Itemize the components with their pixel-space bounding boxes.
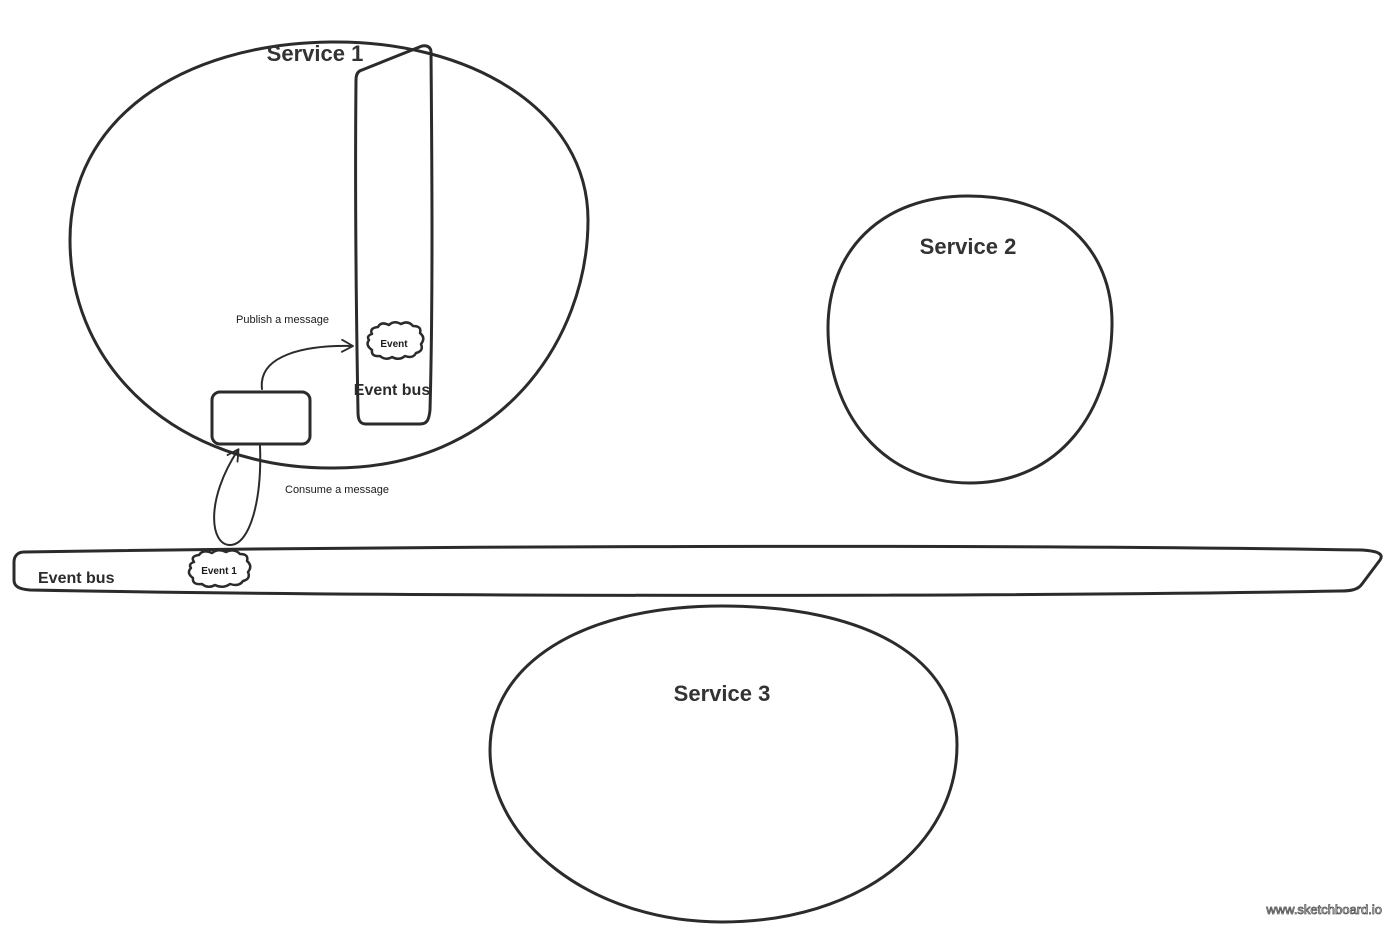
- service-2-ellipse: [826, 194, 1114, 485]
- service-2-node[interactable]: Service 2: [826, 194, 1114, 485]
- service-3-title: Service 3: [674, 681, 771, 706]
- internal-event-cloud-shape: [366, 321, 425, 360]
- service-3-node[interactable]: Service 3: [488, 604, 959, 924]
- internal-event-label: Event: [380, 339, 408, 350]
- internal-event-bus-label: Event bus: [354, 382, 431, 399]
- service-2-title: Service 2: [920, 234, 1017, 259]
- internal-event-bus-shape: [354, 44, 434, 426]
- publish-arrow: Publish a message: [236, 314, 354, 390]
- consume-label: Consume a message: [285, 484, 389, 496]
- publish-arrow-path: [260, 338, 354, 390]
- main-event-bus-label: Event bus: [38, 570, 115, 587]
- main-event-cloud[interactable]: Event 1: [187, 549, 252, 588]
- consumer-box[interactable]: [210, 390, 312, 446]
- main-event-bus-shape: [12, 544, 1383, 597]
- internal-event-bus[interactable]: Event bus: [354, 44, 434, 426]
- consume-arrow-path: [213, 445, 262, 546]
- consume-arrow: Consume a message: [213, 445, 389, 546]
- publish-label: Publish a message: [236, 314, 329, 326]
- main-event-bus[interactable]: Event bus: [12, 544, 1383, 597]
- service-1-ellipse: [68, 40, 590, 470]
- watermark-text: www.sketchboard.io: [1265, 902, 1382, 917]
- internal-event-cloud[interactable]: Event: [366, 321, 425, 360]
- main-event-label: Event 1: [201, 566, 237, 577]
- service-1-title: Service 1: [267, 41, 364, 66]
- main-event-cloud-shape: [187, 549, 252, 588]
- service-1-node[interactable]: Service 1: [68, 40, 590, 470]
- service-3-ellipse: [488, 604, 959, 924]
